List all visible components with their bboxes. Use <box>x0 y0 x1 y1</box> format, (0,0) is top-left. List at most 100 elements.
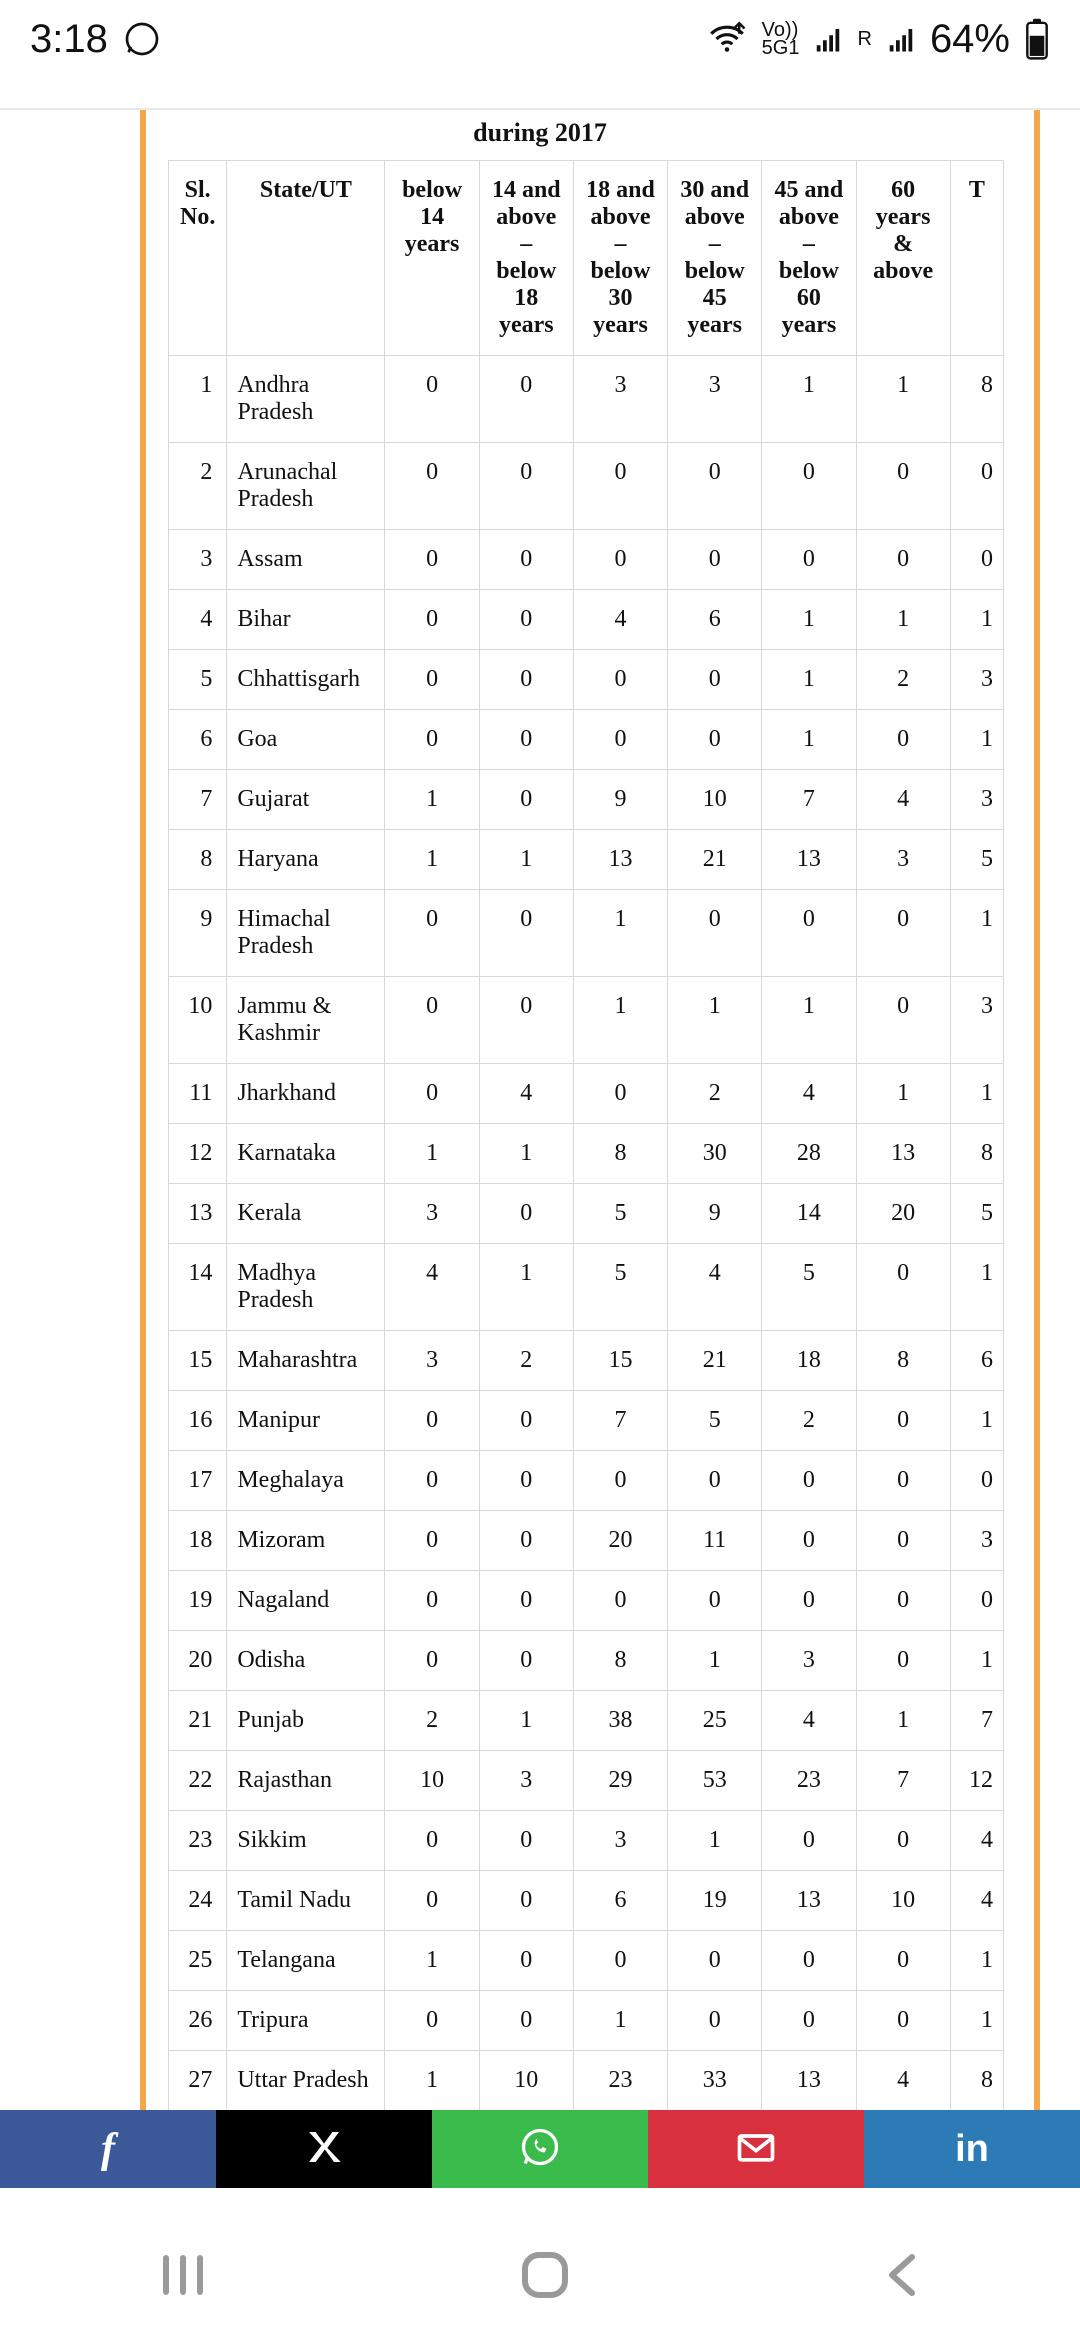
cell-sl: 26 <box>169 1991 227 2051</box>
cell-value: 0 <box>479 1184 573 1244</box>
cell-value: 3 <box>950 1511 1003 1571</box>
col-state: State/UT <box>227 161 385 356</box>
cell-value: 1 <box>762 710 856 770</box>
cell-value: 1 <box>668 977 762 1064</box>
col-sl: Sl. No. <box>169 161 227 356</box>
cell-sl: 7 <box>169 770 227 830</box>
cell-value: 0 <box>668 710 762 770</box>
cell-value: 4 <box>856 2051 950 2111</box>
cell-value: 10 <box>856 1871 950 1931</box>
cell-value: 0 <box>856 443 950 530</box>
col-18-30: 18 and above – below 30 years <box>573 161 667 356</box>
cell-sl: 13 <box>169 1184 227 1244</box>
cell-value: 0 <box>668 443 762 530</box>
cell-value: 2 <box>385 1691 479 1751</box>
cell-value: 6 <box>950 1331 1003 1391</box>
table-row: 25Telangana1000001 <box>169 1931 1004 1991</box>
cell-sl: 20 <box>169 1631 227 1691</box>
wifi-icon <box>706 18 748 60</box>
cell-value: 0 <box>479 1871 573 1931</box>
cell-value: 0 <box>385 977 479 1064</box>
col-60plus: 60 years & above <box>856 161 950 356</box>
share-bar: f in <box>0 2110 1080 2188</box>
cell-value: 10 <box>385 1751 479 1811</box>
cell-value: 3 <box>573 356 667 443</box>
cell-value: 1 <box>950 1064 1003 1124</box>
cell-value: 1 <box>762 650 856 710</box>
cell-value: 2 <box>856 650 950 710</box>
cell-value: 0 <box>856 1811 950 1871</box>
share-x-button[interactable] <box>216 2110 432 2188</box>
cell-value: 7 <box>950 1691 1003 1751</box>
col-14-18: 14 and above – below 18 years <box>479 161 573 356</box>
cell-value: 0 <box>385 590 479 650</box>
cell-value: 0 <box>856 1451 950 1511</box>
whatsapp-status-icon <box>122 19 162 59</box>
cell-value: 20 <box>856 1184 950 1244</box>
cell-value: 10 <box>479 2051 573 2111</box>
table-row: 5Chhattisgarh0000123 <box>169 650 1004 710</box>
cell-value: 3 <box>668 356 762 443</box>
cell-value: 0 <box>385 1631 479 1691</box>
cell-value: 0 <box>479 1451 573 1511</box>
cell-value: 7 <box>762 770 856 830</box>
cell-sl: 12 <box>169 1124 227 1184</box>
cell-sl: 22 <box>169 1751 227 1811</box>
cell-value: 0 <box>385 530 479 590</box>
cell-value: 0 <box>668 530 762 590</box>
cell-sl: 9 <box>169 890 227 977</box>
cell-value: 0 <box>479 590 573 650</box>
cell-value: 7 <box>856 1751 950 1811</box>
cell-value: 3 <box>573 1811 667 1871</box>
cell-value: 1 <box>856 356 950 443</box>
cell-state: Odisha <box>227 1631 385 1691</box>
cell-value: 13 <box>762 830 856 890</box>
table-row: 1Andhra Pradesh0033118 <box>169 356 1004 443</box>
cell-value: 0 <box>385 650 479 710</box>
cell-value: 3 <box>762 1631 856 1691</box>
document-viewport[interactable]: during 2017 Sl. No. State/UT below 14 ye… <box>0 110 1080 2160</box>
share-linkedin-button[interactable]: in <box>864 2110 1080 2188</box>
cell-value: 0 <box>950 1571 1003 1631</box>
cell-value: 0 <box>856 1391 950 1451</box>
cell-value: 1 <box>856 590 950 650</box>
cell-sl: 8 <box>169 830 227 890</box>
cell-sl: 14 <box>169 1244 227 1331</box>
cell-value: 5 <box>573 1184 667 1244</box>
nav-back-button[interactable] <box>872 2245 932 2305</box>
share-facebook-button[interactable]: f <box>0 2110 216 2188</box>
cell-state: Nagaland <box>227 1571 385 1631</box>
table-left-stripe <box>140 110 146 2160</box>
cell-value: 29 <box>573 1751 667 1811</box>
cell-value: 0 <box>668 1571 762 1631</box>
cell-value: 30 <box>668 1124 762 1184</box>
cell-value: 5 <box>950 1184 1003 1244</box>
cell-value: 12 <box>950 1751 1003 1811</box>
cell-value: 0 <box>762 1811 856 1871</box>
nav-home-button[interactable] <box>515 2245 575 2305</box>
cell-state: Kerala <box>227 1184 385 1244</box>
cell-value: 1 <box>762 356 856 443</box>
cell-value: 4 <box>762 1691 856 1751</box>
cell-state: Chhattisgarh <box>227 650 385 710</box>
cell-value: 1 <box>950 1244 1003 1331</box>
cell-sl: 11 <box>169 1064 227 1124</box>
cell-value: 0 <box>385 443 479 530</box>
share-whatsapp-button[interactable] <box>432 2110 648 2188</box>
battery-icon <box>1024 18 1050 60</box>
nav-recents-button[interactable] <box>148 2250 218 2300</box>
share-mail-button[interactable] <box>648 2110 864 2188</box>
cell-value: 0 <box>668 890 762 977</box>
table-row: 11Jharkhand0402411 <box>169 1064 1004 1124</box>
cell-value: 1 <box>479 1691 573 1751</box>
cell-value: 4 <box>668 1244 762 1331</box>
cell-value: 1 <box>950 890 1003 977</box>
cell-value: 0 <box>479 1571 573 1631</box>
cell-value: 0 <box>479 1991 573 2051</box>
cell-value: 0 <box>762 1451 856 1511</box>
cell-value: 0 <box>479 1931 573 1991</box>
cell-value: 0 <box>856 710 950 770</box>
cell-sl: 10 <box>169 977 227 1064</box>
cell-value: 4 <box>950 1871 1003 1931</box>
cell-value: 0 <box>385 710 479 770</box>
